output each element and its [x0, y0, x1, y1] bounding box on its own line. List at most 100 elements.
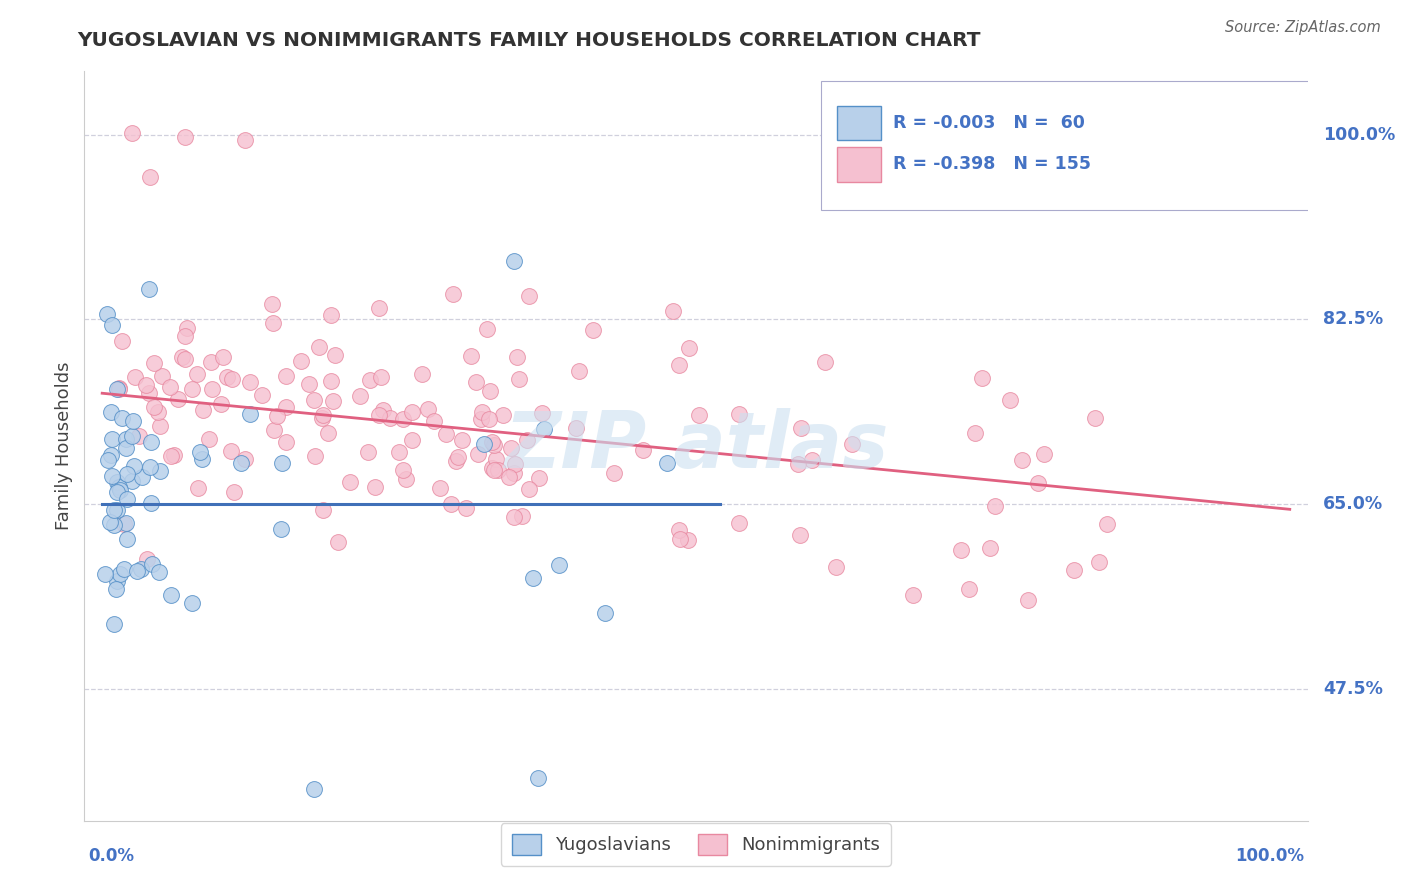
Point — [270, 522, 292, 536]
Point — [371, 403, 394, 417]
Point — [492, 408, 515, 422]
Y-axis label: Family Households: Family Households — [55, 362, 73, 530]
Point — [135, 552, 157, 566]
Point — [506, 350, 529, 364]
Point — [824, 559, 846, 574]
Point — [173, 351, 195, 366]
Text: 0.0%: 0.0% — [89, 847, 134, 865]
Point — [901, 588, 924, 602]
Point — [304, 782, 326, 797]
Point — [211, 351, 233, 365]
Point — [138, 282, 160, 296]
Point — [139, 434, 162, 449]
Point — [149, 418, 172, 433]
Point — [450, 433, 472, 447]
Point — [378, 411, 401, 425]
Point — [100, 432, 122, 446]
Point — [510, 508, 533, 523]
Point — [801, 453, 824, 467]
Point — [1017, 593, 1039, 607]
Point — [186, 481, 208, 495]
Point — [1026, 475, 1049, 490]
Point — [364, 480, 387, 494]
Point — [485, 452, 508, 467]
Point — [727, 516, 749, 530]
Point — [395, 472, 418, 486]
Point — [311, 411, 333, 425]
Point — [1084, 411, 1107, 425]
Point — [484, 438, 506, 452]
Point — [108, 381, 131, 395]
Point — [676, 533, 699, 547]
Point — [180, 382, 202, 396]
Point — [603, 466, 626, 480]
Point — [547, 558, 569, 573]
Point — [814, 355, 837, 369]
Point — [100, 448, 122, 462]
Point — [143, 400, 166, 414]
Text: 82.5%: 82.5% — [1323, 310, 1384, 328]
Point — [270, 456, 292, 470]
Point — [401, 433, 423, 447]
Text: R = -0.003   N =  60: R = -0.003 N = 60 — [893, 114, 1085, 132]
Point — [167, 392, 190, 406]
Point — [176, 321, 198, 335]
Point — [669, 532, 692, 546]
Point — [728, 407, 751, 421]
Point — [233, 133, 256, 147]
Point — [568, 364, 591, 378]
Point — [470, 412, 492, 426]
Point — [108, 567, 131, 582]
Point — [388, 445, 411, 459]
Text: ZIP atlas: ZIP atlas — [503, 408, 889, 484]
Point — [950, 543, 973, 558]
Point — [107, 382, 129, 396]
Point — [266, 409, 288, 423]
Point — [112, 517, 135, 532]
Point — [481, 435, 503, 450]
Point — [326, 534, 349, 549]
Point — [789, 527, 811, 541]
Point — [174, 329, 197, 343]
Point — [979, 541, 1001, 556]
Point — [446, 454, 468, 468]
FancyBboxPatch shape — [837, 106, 880, 140]
Point — [533, 421, 555, 435]
Point — [1000, 393, 1022, 408]
Point — [357, 445, 380, 459]
Point — [1095, 516, 1118, 531]
Point — [478, 384, 501, 398]
Point — [472, 437, 495, 451]
Point — [115, 467, 138, 481]
Point — [465, 375, 488, 389]
Point — [115, 492, 138, 507]
Point — [527, 772, 550, 786]
Point — [786, 457, 808, 471]
Point — [593, 606, 616, 620]
Point — [239, 407, 262, 421]
Point — [318, 425, 340, 440]
Point — [105, 503, 128, 517]
Point — [391, 412, 413, 426]
Point — [368, 409, 391, 423]
Point — [191, 451, 214, 466]
Point — [582, 323, 605, 337]
Point — [103, 503, 125, 517]
Point — [984, 499, 1007, 513]
Point — [368, 301, 391, 316]
Point — [108, 483, 131, 498]
Point — [471, 405, 494, 419]
Point — [143, 355, 166, 369]
Point — [209, 396, 232, 410]
Point — [411, 367, 433, 381]
Point — [321, 374, 343, 388]
Point — [274, 369, 297, 384]
Point — [134, 377, 156, 392]
Point — [112, 561, 135, 575]
Point — [662, 304, 685, 318]
Point — [122, 414, 145, 428]
Point — [105, 484, 128, 499]
Point — [423, 414, 446, 428]
FancyBboxPatch shape — [821, 81, 1316, 210]
Point — [349, 389, 371, 403]
